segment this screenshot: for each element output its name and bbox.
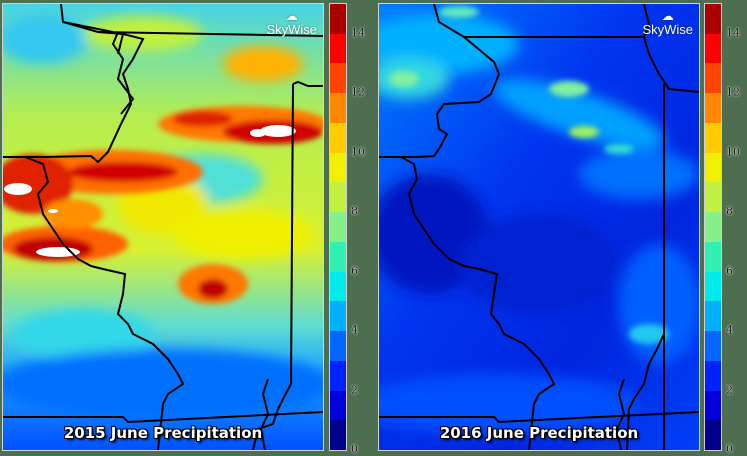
colorbar-band — [705, 33, 721, 64]
colorbar-band — [705, 331, 721, 361]
skywise-logo: ☁ SkyWise — [266, 9, 317, 37]
colorbar-band — [330, 122, 346, 153]
state-borders — [3, 4, 323, 450]
colorbar-band — [705, 212, 721, 242]
colorbar-ticks-right: 0 2 4 6 8 10 12 14 — [724, 3, 746, 455]
tick-label: 10 — [351, 145, 365, 159]
colorbar-band — [705, 360, 721, 391]
colorbar-band — [705, 3, 721, 34]
colorbar-band — [705, 93, 721, 123]
colorbar-band — [330, 93, 346, 123]
tick-label: 4 — [726, 323, 733, 337]
tick-label: 0 — [351, 442, 358, 456]
colorbar-band — [330, 152, 346, 183]
panel-title: 2015 June Precipitation — [63, 424, 263, 442]
tick-label: 8 — [351, 204, 358, 218]
colorbar-band — [705, 152, 721, 183]
cloud-icon: ☁ — [285, 9, 298, 23]
colorbar-band — [330, 271, 346, 302]
colorbar-band — [705, 390, 721, 421]
panel-title: 2016 June Precipitation — [439, 424, 639, 442]
colorbar-band — [330, 331, 346, 361]
colorbar-band — [330, 33, 346, 64]
tick-label: 12 — [351, 85, 365, 99]
tick-label: 0 — [726, 442, 733, 456]
colorbar-band — [705, 271, 721, 302]
precipitation-field-2016 — [379, 4, 699, 450]
colorbar-band — [705, 122, 721, 153]
cloud-icon: ☁ — [661, 9, 674, 23]
colorbar-band — [330, 182, 346, 213]
colorbar-band — [705, 182, 721, 213]
colorbar-band — [330, 301, 346, 332]
skywise-logo: ☁ SkyWise — [642, 9, 693, 37]
colorbar-band — [705, 241, 721, 272]
tick-label: 2 — [726, 383, 733, 396]
state-borders — [379, 4, 699, 450]
tick-label: 12 — [726, 85, 740, 99]
colorbar-band — [705, 301, 721, 332]
tick-label: 6 — [351, 264, 358, 278]
tick-label: 10 — [726, 145, 740, 159]
colorbar-band — [330, 212, 346, 242]
tick-label: 14 — [726, 26, 740, 40]
map-panel-2016: ☁ SkyWise 2016 June Precipitation — [378, 3, 700, 451]
colorbar-ticks-left: 0 2 4 6 8 10 12 14 — [349, 3, 371, 455]
tick-label: 14 — [351, 26, 365, 40]
colorbar-band — [705, 63, 721, 94]
colorbar-band — [330, 360, 346, 391]
tick-label: 2 — [351, 383, 358, 396]
colorbar-right — [704, 3, 722, 451]
colorbar-band — [330, 420, 346, 450]
colorbar-band — [330, 63, 346, 94]
colorbar-band — [330, 390, 346, 421]
colorbar-band — [330, 241, 346, 272]
colorbar-band — [705, 420, 721, 450]
tick-label: 4 — [351, 323, 358, 337]
colorbar-band — [330, 3, 346, 34]
precipitation-field-2015 — [3, 4, 323, 450]
colorbar-left — [329, 3, 347, 451]
tick-label: 6 — [726, 264, 733, 278]
tick-label: 8 — [726, 204, 733, 218]
map-panel-2015: ☁ SkyWise 2015 June Precipitation — [2, 3, 324, 451]
